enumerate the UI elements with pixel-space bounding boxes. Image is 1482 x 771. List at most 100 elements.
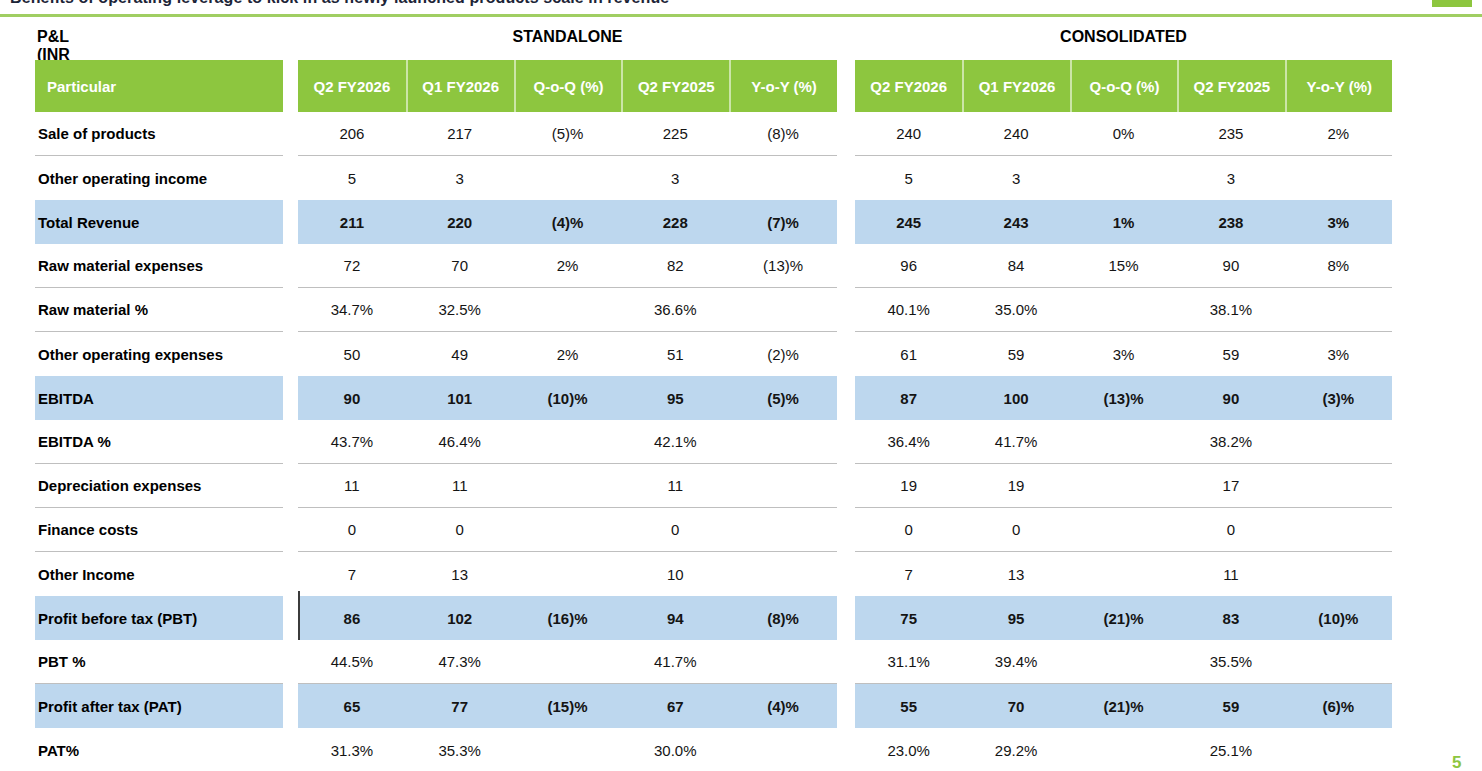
column-gap — [283, 332, 298, 376]
cell-value: 11 — [1177, 552, 1284, 596]
cell-value — [1285, 288, 1392, 331]
cell-value: 220 — [406, 200, 514, 244]
cell-value: 67 — [621, 684, 729, 728]
cell-value: 11 — [298, 464, 406, 507]
row-label: Profit before tax (PBT) — [35, 596, 283, 640]
cell-value: 90 — [1177, 244, 1284, 287]
column-gap — [283, 288, 298, 332]
row-label: Other operating income — [35, 156, 283, 200]
cell-value: 13 — [406, 552, 514, 596]
cell-value: 87 — [855, 376, 962, 420]
cell-value: 34.7% — [298, 288, 406, 331]
column-gap — [837, 156, 855, 200]
cell-value — [729, 288, 837, 331]
slide-title: Benefits of operating leverage to kick i… — [10, 0, 669, 7]
standalone-values-block: 50492%51(2)% — [298, 332, 837, 376]
cell-value: 46.4% — [406, 420, 514, 463]
table-row: Other operating income533533 — [35, 156, 1392, 200]
column-header: Q2 FY2026 — [298, 60, 406, 112]
cell-value — [729, 728, 837, 771]
standalone-values-block: 43.7%46.4%42.1% — [298, 420, 837, 464]
consolidated-values-block: 36.4%41.7%38.2% — [855, 420, 1392, 464]
standalone-values-block: 72702%82(13)% — [298, 244, 837, 288]
cell-value: 240 — [855, 112, 962, 155]
cell-value: (13)% — [1070, 376, 1177, 420]
cell-value: 51 — [621, 332, 729, 376]
cell-value: 0 — [406, 508, 514, 551]
cell-value: (4)% — [514, 200, 622, 244]
cell-value: 70 — [962, 684, 1069, 728]
header-gap — [283, 60, 298, 112]
cell-value: 50 — [298, 332, 406, 376]
cell-value: 0 — [855, 508, 962, 551]
title-divider-rule — [0, 14, 1482, 17]
cell-value: 8% — [1285, 244, 1392, 287]
group-header-consolidated: CONSOLIDATED — [855, 28, 1392, 46]
cell-value: 49 — [406, 332, 514, 376]
cell-value: 43.7% — [298, 420, 406, 463]
table-row: EBITDA90101(10)%95(5)%87100(13)%90(3)% — [35, 376, 1392, 420]
table-row: Other operating expenses50492%51(2)%6159… — [35, 332, 1392, 376]
cell-value: 84 — [962, 244, 1069, 287]
cell-value: 96 — [855, 244, 962, 287]
cell-value — [1070, 156, 1177, 200]
column-gap — [283, 420, 298, 464]
standalone-values-block: 206217(5)%225(8)% — [298, 112, 837, 156]
cell-value: 2% — [514, 244, 622, 287]
header-gap — [837, 60, 855, 112]
cell-value: 75 — [855, 596, 962, 640]
cell-value — [1070, 640, 1177, 683]
cell-value: 31.1% — [855, 640, 962, 683]
column-header-particular: Particular — [35, 60, 283, 112]
cell-value: 29.2% — [962, 728, 1069, 771]
cell-value: 3 — [962, 156, 1069, 200]
row-label: Other operating expenses — [35, 332, 283, 376]
cell-value: 2% — [1285, 112, 1392, 155]
cell-value: 95 — [621, 376, 729, 420]
cell-value: 100 — [962, 376, 1069, 420]
cell-value: 38.2% — [1177, 420, 1284, 463]
cell-value: 36.6% — [621, 288, 729, 331]
column-header: Q1 FY2026 — [406, 60, 514, 112]
column-gap — [837, 464, 855, 508]
standalone-values-block: 000 — [298, 508, 837, 552]
cell-value: 40.1% — [855, 288, 962, 331]
column-gap — [283, 728, 298, 771]
standalone-values-block: 31.3%35.3%30.0% — [298, 728, 837, 771]
cell-value: 3 — [1177, 156, 1284, 200]
row-label: Depreciation expenses — [35, 464, 283, 508]
column-header: Q-o-Q (%) — [514, 60, 622, 112]
cell-value: 3% — [1285, 200, 1392, 244]
column-gap — [837, 684, 855, 728]
cell-value — [729, 420, 837, 463]
cell-value: 0 — [962, 508, 1069, 551]
standalone-values-block: 86102(16)%94(8)% — [298, 596, 837, 640]
row-label: PBT % — [35, 640, 283, 684]
cell-value: 90 — [1177, 376, 1284, 420]
row-label: Raw material % — [35, 288, 283, 332]
column-gap — [283, 684, 298, 728]
cell-value: 3 — [621, 156, 729, 200]
column-header: Q2 FY2025 — [1177, 60, 1284, 112]
cell-value: 0 — [298, 508, 406, 551]
cell-value: 13 — [962, 552, 1069, 596]
cell-value: 95 — [962, 596, 1069, 640]
table-row: Profit after tax (PAT)6577(15)%67(4)%557… — [35, 684, 1392, 728]
cell-value: 19 — [855, 464, 962, 507]
consolidated-values-block: 533 — [855, 156, 1392, 200]
cell-value: 10 — [621, 552, 729, 596]
cell-value: 3% — [1070, 332, 1177, 376]
table-row: PBT %44.5%47.3%41.7%31.1%39.4%35.5% — [35, 640, 1392, 684]
column-gap — [837, 332, 855, 376]
consolidated-values-block: 7595(21)%83(10)% — [855, 596, 1392, 640]
column-gap — [283, 156, 298, 200]
table-row: Finance costs000000 — [35, 508, 1392, 552]
cell-value: (10)% — [514, 376, 622, 420]
cell-value: 36.4% — [855, 420, 962, 463]
cell-value: 243 — [962, 200, 1069, 244]
cell-value — [1285, 552, 1392, 596]
cell-value: 41.7% — [621, 640, 729, 683]
cell-value — [514, 464, 622, 507]
standalone-values-block: 44.5%47.3%41.7% — [298, 640, 837, 684]
cell-value — [1285, 728, 1392, 771]
